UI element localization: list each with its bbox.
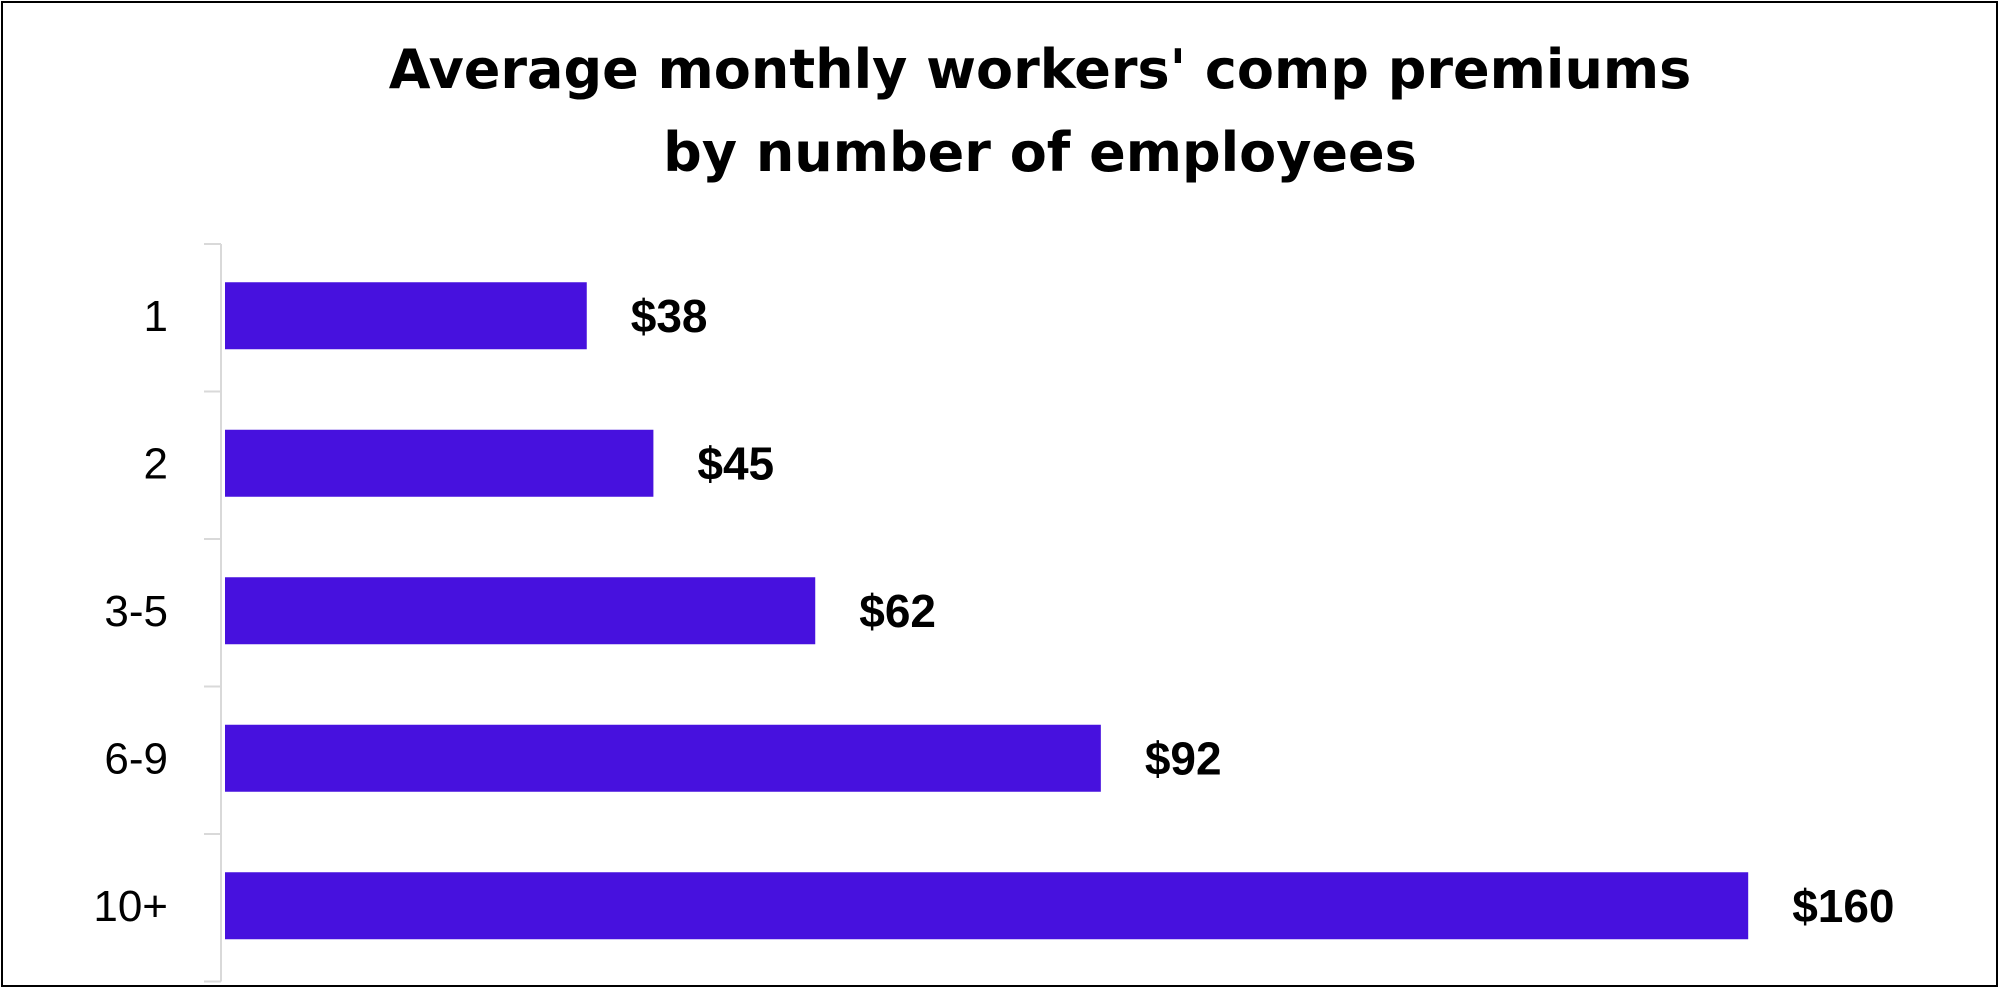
bar-2	[225, 429, 654, 497]
labels: 1 $38 2 $45 3-5 $62 6-9 $92 10+ $160	[93, 290, 1894, 932]
bar-3-5	[225, 577, 816, 645]
bar-6-9	[225, 724, 1101, 792]
data-label: $160	[1792, 880, 1894, 932]
data-label: $62	[859, 585, 936, 637]
data-label: $45	[697, 437, 774, 489]
category-label: 1	[144, 292, 168, 341]
bar-10+	[225, 872, 1749, 940]
category-label: 10+	[93, 882, 168, 931]
data-label: $92	[1145, 732, 1222, 784]
data-label: $38	[631, 290, 708, 342]
category-label: 6-9	[104, 734, 168, 783]
bar-1	[225, 282, 587, 350]
chart-title: Average monthly workers' comp premiums b…	[388, 38, 1692, 184]
bars	[225, 282, 1749, 940]
category-label: 2	[144, 439, 168, 488]
category-label: 3-5	[104, 587, 168, 636]
category-axis	[204, 243, 222, 983]
